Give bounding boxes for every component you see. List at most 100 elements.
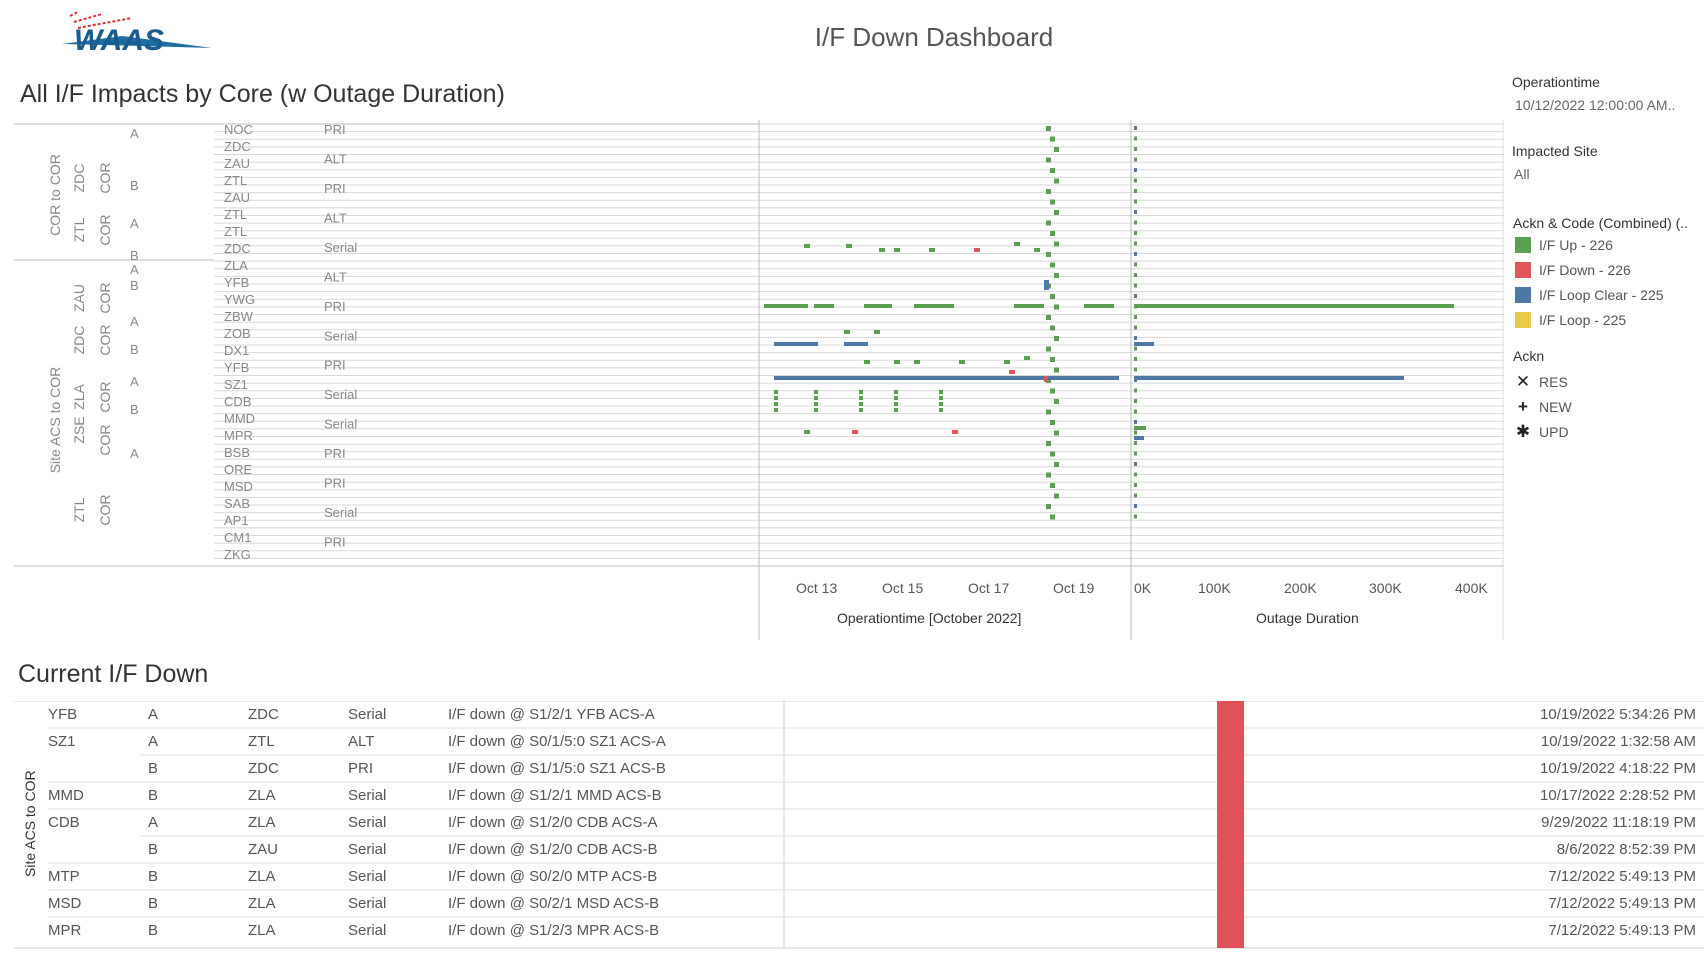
time-cell: 8/6/2022 8:52:39 PM [1556,841,1696,858]
table-row[interactable]: MTP B ZLA Serial I/F down @ S0/2/0 MTP A… [14,863,1704,890]
site-row-label: YWG [224,292,255,307]
gantt-mark [764,304,808,308]
channel-label: B [130,178,139,193]
core-cell: ZLA [248,787,276,804]
type-row-label: PRI [324,446,346,461]
operationtime-filter-value[interactable]: 10/12/2022 12:00:00 AM.. [1515,97,1676,113]
table-row[interactable]: MMD B ZLA Serial I/F down @ S1/2/1 MMD A… [14,782,1704,809]
gantt-mark [1044,376,1048,382]
gantt-mark [859,402,863,406]
type-row-label: PRI [324,122,346,137]
legend-item-if-up[interactable]: I/F Up - 226 [1515,237,1613,253]
gantt-mark [1134,220,1137,225]
gantt-mark [1134,346,1137,351]
site-row-label: ZAU [224,156,250,171]
gantt-mark [774,408,778,412]
table-row[interactable]: MSD B ZLA Serial I/F down @ S0/2/1 MSD A… [14,890,1704,917]
legend-item-new[interactable]: + NEW [1515,397,1572,417]
site-row-label: ZDC [224,139,251,154]
channel-cell: A [148,733,159,750]
gantt-mark [844,342,868,346]
gantt-mark [1134,304,1454,308]
gantt-mark [1134,315,1137,319]
channel-cell: A [148,814,159,831]
current-down-status-bar [1217,701,1244,948]
description-cell: I/F down @ S1/2/1 MMD ACS-B [448,787,662,804]
table-row[interactable]: B ZDC PRI I/F down @ S1/1/5:0 SZ1 ACS-B … [14,755,1704,782]
gantt-mark [1134,504,1137,508]
gantt-mark [814,402,818,406]
gantt-mark [1134,357,1137,361]
gantt-mark [1134,451,1137,456]
legend-item-upd[interactable]: ✱ UPD [1515,422,1569,442]
site-row-label: ZOB [224,326,251,341]
site-row-label: MSD [224,479,253,494]
site-row-label: ZTL [224,173,247,188]
impacted-site-filter-value[interactable]: All [1514,166,1530,182]
site-row-label: CDB [224,394,251,409]
gantt-mark [1134,283,1137,288]
type-row-label: PRI [324,476,346,491]
core-label: ZDC [71,164,87,193]
gantt-mark [894,360,900,364]
gantt-mark [1134,252,1137,256]
gantt-mark [1046,409,1051,415]
table-row[interactable]: B ZAU Serial I/F down @ S1/2/0 CDB ACS-B… [14,836,1704,863]
gantt-mark [1134,342,1154,346]
legend-item-if-loop-clear[interactable]: I/F Loop Clear - 225 [1515,287,1664,303]
type-row-label: Serial [324,387,357,402]
gantt-mark [1046,189,1051,194]
site-row-label: SAB [224,496,250,511]
gantt-mark [1050,357,1055,362]
legend-swatch [1515,287,1531,303]
gantt-mark [814,396,818,400]
impacts-chart[interactable]: COR to COR Site ACS to COR ZDC ZTL ZAU ZDC ZLA… [14,120,1504,640]
gantt-mark [1050,514,1055,520]
gantt-mark [1134,325,1137,330]
gantt-mark [1014,304,1044,308]
gantt-mark [1054,273,1059,278]
table-grid [14,701,1704,949]
x-tick-label: Oct 15 [882,580,924,596]
legend-item-res[interactable]: ✕ RES [1515,372,1568,392]
core-label: ZSE [71,416,87,443]
table-row[interactable]: SZ1 A ZTL ALT I/F down @ S0/1/5:0 SZ1 AC… [14,728,1704,755]
channel-label: A [130,314,139,329]
gantt-mark [1134,231,1137,235]
table-row[interactable]: CDB A ZLA Serial I/F down @ S1/2/0 CDB A… [14,809,1704,836]
channel-label: A [130,374,139,389]
gantt-mark [914,360,920,364]
gantt-mark [774,402,778,406]
site-row-label: YFB [224,360,249,375]
asterisk-icon: ✱ [1515,422,1531,441]
gantt-mark [1134,294,1137,298]
shape-legend-title: Ackn [1513,348,1545,364]
gantt-mark [1134,420,1137,424]
description-cell: I/F down @ S1/2/1 YFB ACS-A [448,706,655,723]
gantt-mark [1134,436,1144,440]
gantt-mark [1134,483,1137,487]
core-type-label: COR [97,381,113,412]
gantt-mark [1050,388,1055,394]
gantt-mark [914,304,954,308]
site-row-label: YFB [224,275,249,290]
core-label: ZAU [71,284,87,312]
site-row-label: NOC [224,122,253,137]
legend-item-if-down[interactable]: I/F Down - 226 [1515,262,1631,278]
gantt-mark [1050,199,1055,205]
duration-tick-label: 400K [1455,580,1488,596]
logo-swoosh [62,36,212,48]
table-row[interactable]: YFB A ZDC Serial I/F down @ S1/2/1 YFB A… [14,701,1704,728]
channel-cell: B [148,760,159,777]
legend-item-if-loop[interactable]: I/F Loop - 225 [1515,312,1626,328]
core-cell: ZDC [248,706,279,723]
gantt-mark [1046,157,1051,163]
gantt-mark [1054,304,1059,310]
core-type-label: COR [97,324,113,355]
gantt-mark [1134,178,1137,183]
gantt-mark [774,396,778,400]
gantt-mark [1134,472,1137,477]
impacts-chart-svg: COR to COR Site ACS to COR ZDC ZTL ZAU ZDC ZLA… [14,120,1504,640]
table-row[interactable]: MPR B ZLA Serial I/F down @ S1/2/3 MPR A… [14,917,1704,944]
gantt-mark [859,408,863,412]
